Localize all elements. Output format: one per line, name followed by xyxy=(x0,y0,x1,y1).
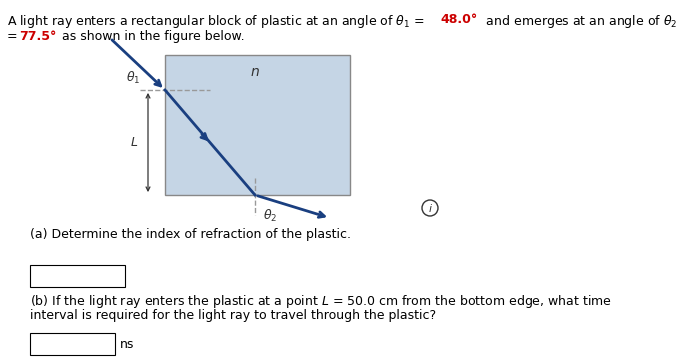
Text: (b) If the light ray enters the plastic at a point $L$ = 50.0 cm from the bottom: (b) If the light ray enters the plastic … xyxy=(30,293,612,310)
Text: A light ray enters a rectangular block of plastic at an angle of $\theta_1$ =: A light ray enters a rectangular block o… xyxy=(7,13,426,30)
Text: $L$: $L$ xyxy=(130,136,138,149)
Text: =: = xyxy=(7,30,22,43)
Bar xyxy=(30,333,115,355)
Text: $n$: $n$ xyxy=(250,65,260,79)
Text: 48.0°: 48.0° xyxy=(440,13,477,26)
Text: 77.5°: 77.5° xyxy=(19,30,56,43)
Text: and emerges at an angle of $\theta_2$: and emerges at an angle of $\theta_2$ xyxy=(482,13,677,30)
Text: as shown in the figure below.: as shown in the figure below. xyxy=(58,30,245,43)
Text: $\theta_1$: $\theta_1$ xyxy=(126,70,140,86)
Bar xyxy=(30,265,125,287)
Text: ns: ns xyxy=(120,338,135,351)
Text: i: i xyxy=(428,203,432,213)
Text: (a) Determine the index of refraction of the plastic.: (a) Determine the index of refraction of… xyxy=(30,228,351,241)
Text: interval is required for the light ray to travel through the plastic?: interval is required for the light ray t… xyxy=(30,309,436,322)
Bar xyxy=(165,55,350,195)
Text: $\theta_2$: $\theta_2$ xyxy=(263,208,277,224)
